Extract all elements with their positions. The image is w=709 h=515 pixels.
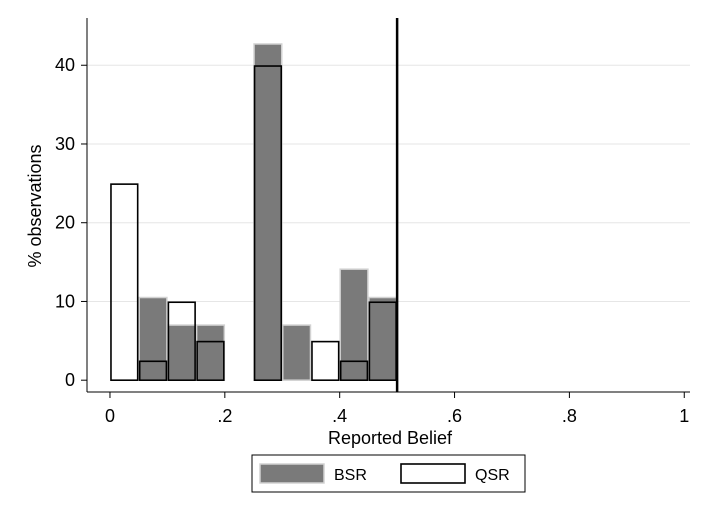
y-tick-label: 10 [55, 291, 75, 311]
x-axis-title: Reported Belief [328, 428, 453, 448]
qsr-bar [311, 340, 340, 381]
qsr-bar [110, 183, 139, 381]
legend-key-bsr [259, 463, 325, 484]
legend-label-bsr: BSR [334, 467, 367, 484]
x-tick-label: 1 [679, 406, 689, 426]
bsr-bar [167, 324, 197, 381]
y-tick-label: 40 [55, 55, 75, 75]
bsr-bar [282, 324, 312, 381]
bsr-series [138, 43, 398, 381]
bsr-bar [253, 43, 283, 381]
legend-label-qsr: QSR [475, 467, 510, 484]
y-tick-label: 0 [65, 370, 75, 390]
bsr-bar [368, 296, 398, 381]
y-gridlines [87, 64, 690, 302]
x-axis-ticks: 0 .2 .4 .6 .8 1 [105, 392, 689, 426]
x-tick-label: .8 [562, 406, 577, 426]
qsr-bar [167, 301, 196, 381]
bsr-bar [138, 296, 168, 381]
y-axis-title: % observations [25, 144, 45, 267]
qsr-bar [138, 360, 168, 381]
x-tick-label: 0 [105, 406, 115, 426]
y-tick-label: 20 [55, 213, 75, 233]
x-tick-label: .4 [332, 406, 347, 426]
bsr-bar [339, 268, 369, 381]
y-tick-label: 30 [55, 134, 75, 154]
legend-key-qsr [400, 463, 466, 484]
qsr-bar [339, 360, 369, 381]
legend: BSR QSR [251, 454, 526, 493]
y-axis-ticks: 0 10 20 30 40 [55, 55, 87, 390]
qsr-bar [253, 65, 283, 381]
bsr-bar [195, 324, 226, 381]
x-tick-label: .6 [447, 406, 462, 426]
x-tick-label: .2 [217, 406, 232, 426]
qsr-bar [196, 340, 225, 381]
